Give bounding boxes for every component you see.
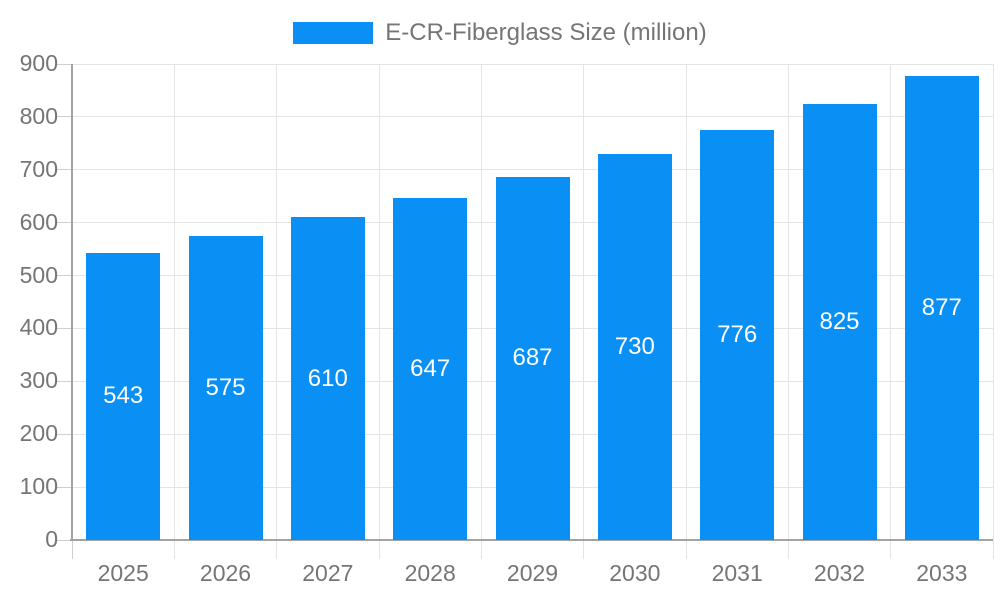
x-axis-tick-label: 2026 (199, 560, 252, 586)
bar (495, 176, 570, 540)
x-tick (173, 541, 175, 559)
y-axis-line (71, 64, 73, 540)
bar-value-label: 647 (410, 354, 451, 382)
h-gridline (72, 63, 993, 65)
bar-value-label: 610 (307, 364, 348, 392)
y-axis-tick-label: 600 (19, 208, 58, 235)
x-axis-tick-label: 2030 (609, 560, 661, 586)
x-tick (890, 541, 892, 559)
y-tick (57, 539, 71, 541)
h-gridline (72, 116, 993, 118)
v-gridline (378, 64, 380, 540)
y-axis-tick-label: 100 (19, 473, 58, 500)
x-tick (71, 541, 73, 559)
v-gridline (480, 64, 482, 540)
bar (188, 235, 263, 540)
bar-value-label: 543 (103, 382, 144, 410)
bar (904, 76, 979, 540)
bar-value-label: 687 (512, 344, 553, 372)
bar-value-label: 730 (614, 332, 655, 360)
x-tick (787, 541, 789, 559)
y-axis-tick-label: 700 (19, 155, 58, 182)
bar (802, 103, 877, 540)
v-gridline (685, 64, 687, 540)
y-axis-tick-label: 800 (19, 102, 58, 129)
chart-legend: E-CR-Fiberglass Size (million) (0, 19, 1000, 47)
v-gridline (787, 64, 789, 540)
legend-label: E-CR-Fiberglass Size (million) (385, 19, 707, 46)
y-tick (57, 486, 71, 488)
v-gridline (276, 64, 278, 540)
v-gridline (890, 64, 892, 540)
legend-swatch (293, 22, 374, 44)
y-axis-tick-label: 400 (19, 314, 58, 341)
bar (393, 197, 468, 540)
y-tick (57, 275, 71, 277)
y-tick (57, 116, 71, 118)
v-gridline (992, 64, 994, 540)
bar-value-label: 877 (921, 294, 962, 322)
bar-value-label: 825 (819, 307, 860, 335)
x-tick (480, 541, 482, 559)
bar (86, 252, 161, 540)
y-axis-tick-label: 200 (19, 420, 58, 447)
y-tick (57, 222, 71, 224)
x-axis-tick-label: 2031 (711, 560, 763, 586)
y-tick (57, 380, 71, 382)
x-axis-tick-label: 2025 (97, 560, 149, 586)
x-axis-tick-label: 2027 (302, 560, 354, 586)
x-axis-tick-label: 2029 (506, 560, 559, 586)
h-gridline (72, 169, 993, 171)
x-tick (685, 541, 687, 559)
plot-area: 543 575 610 647 687 730 776 825 877 (57, 63, 994, 559)
y-tick (57, 327, 71, 329)
bar-value-label: 776 (717, 320, 758, 348)
y-axis-tick-label: 500 (19, 261, 58, 288)
y-axis-tick-label: 300 (19, 367, 58, 394)
x-axis-tick-label: 2032 (813, 560, 866, 586)
bar (597, 153, 672, 540)
y-tick (57, 169, 71, 171)
bar (290, 217, 365, 540)
y-tick (57, 63, 71, 65)
y-axis-tick-label: 900 (19, 50, 58, 77)
x-axis-line (70, 539, 993, 541)
y-axis-tick-label: 0 (45, 526, 58, 553)
v-gridline (583, 64, 585, 540)
bar-value-label: 575 (205, 373, 246, 401)
x-tick (276, 541, 278, 559)
v-gridline (173, 64, 175, 540)
x-axis-tick-label: 2033 (916, 560, 968, 586)
y-tick (57, 433, 71, 435)
x-tick (583, 541, 585, 559)
x-tick (378, 541, 380, 559)
x-tick (992, 541, 994, 559)
bar (700, 129, 775, 540)
x-axis-tick-label: 2028 (404, 560, 456, 586)
